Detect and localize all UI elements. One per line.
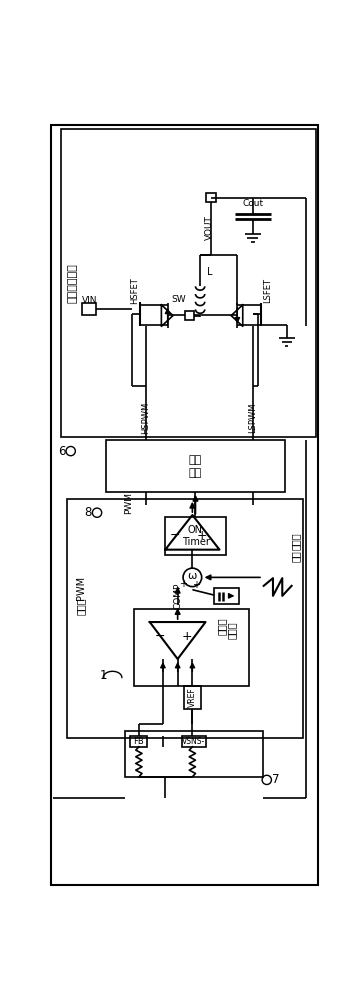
Text: VREF: VREF [188, 688, 197, 707]
Bar [82, 303, 96, 315]
Text: ω: ω [188, 571, 197, 581]
Text: 误差放: 误差放 [217, 618, 227, 635]
Text: COMP: COMP [174, 583, 183, 609]
Text: +: + [179, 579, 187, 589]
Bar [67, 499, 303, 738]
Bar [184, 311, 194, 320]
Text: 频控: 频控 [291, 551, 300, 562]
Text: 自适应: 自适应 [291, 532, 300, 550]
Text: Timer: Timer [182, 537, 209, 547]
Text: LSFET: LSFET [263, 278, 272, 303]
Text: HSPWM: HSPWM [142, 402, 151, 434]
Text: 1: 1 [100, 669, 107, 682]
Bar [125, 731, 263, 777]
Text: +: + [192, 580, 200, 590]
Text: Cout: Cout [242, 199, 264, 208]
Text: 电路: 电路 [189, 468, 202, 478]
Text: 6: 6 [58, 445, 66, 458]
Bar [61, 129, 316, 437]
Text: ON: ON [188, 525, 203, 535]
Text: FB: FB [134, 737, 144, 746]
Bar [182, 736, 205, 747]
Text: L: L [207, 267, 212, 277]
Text: PWM: PWM [76, 576, 86, 600]
Text: VSNS-: VSNS- [182, 737, 205, 746]
Bar [165, 517, 226, 555]
Text: PWM: PWM [124, 492, 133, 514]
Text: 电压转换电路: 电压转换电路 [67, 263, 77, 303]
Bar [105, 440, 286, 492]
Text: VOUT: VOUT [205, 215, 214, 240]
Text: SW: SW [171, 295, 186, 304]
Text: LSPWM: LSPWM [248, 403, 257, 433]
Text: −: − [155, 630, 165, 643]
Text: +: + [182, 630, 192, 643]
Text: 驱动: 驱动 [189, 455, 202, 465]
Text: VIN: VIN [82, 296, 97, 305]
Bar [130, 736, 147, 747]
Text: HSFET: HSFET [130, 278, 139, 304]
Text: 大电路: 大电路 [227, 622, 237, 639]
Text: −: − [170, 529, 180, 542]
Bar [184, 686, 201, 709]
Text: 8: 8 [84, 506, 91, 519]
Text: 比较器: 比较器 [76, 598, 86, 615]
Bar [206, 193, 216, 202]
Text: 7: 7 [272, 773, 280, 786]
Bar [214, 588, 239, 604]
Bar [134, 609, 249, 686]
Text: +: + [196, 529, 207, 542]
